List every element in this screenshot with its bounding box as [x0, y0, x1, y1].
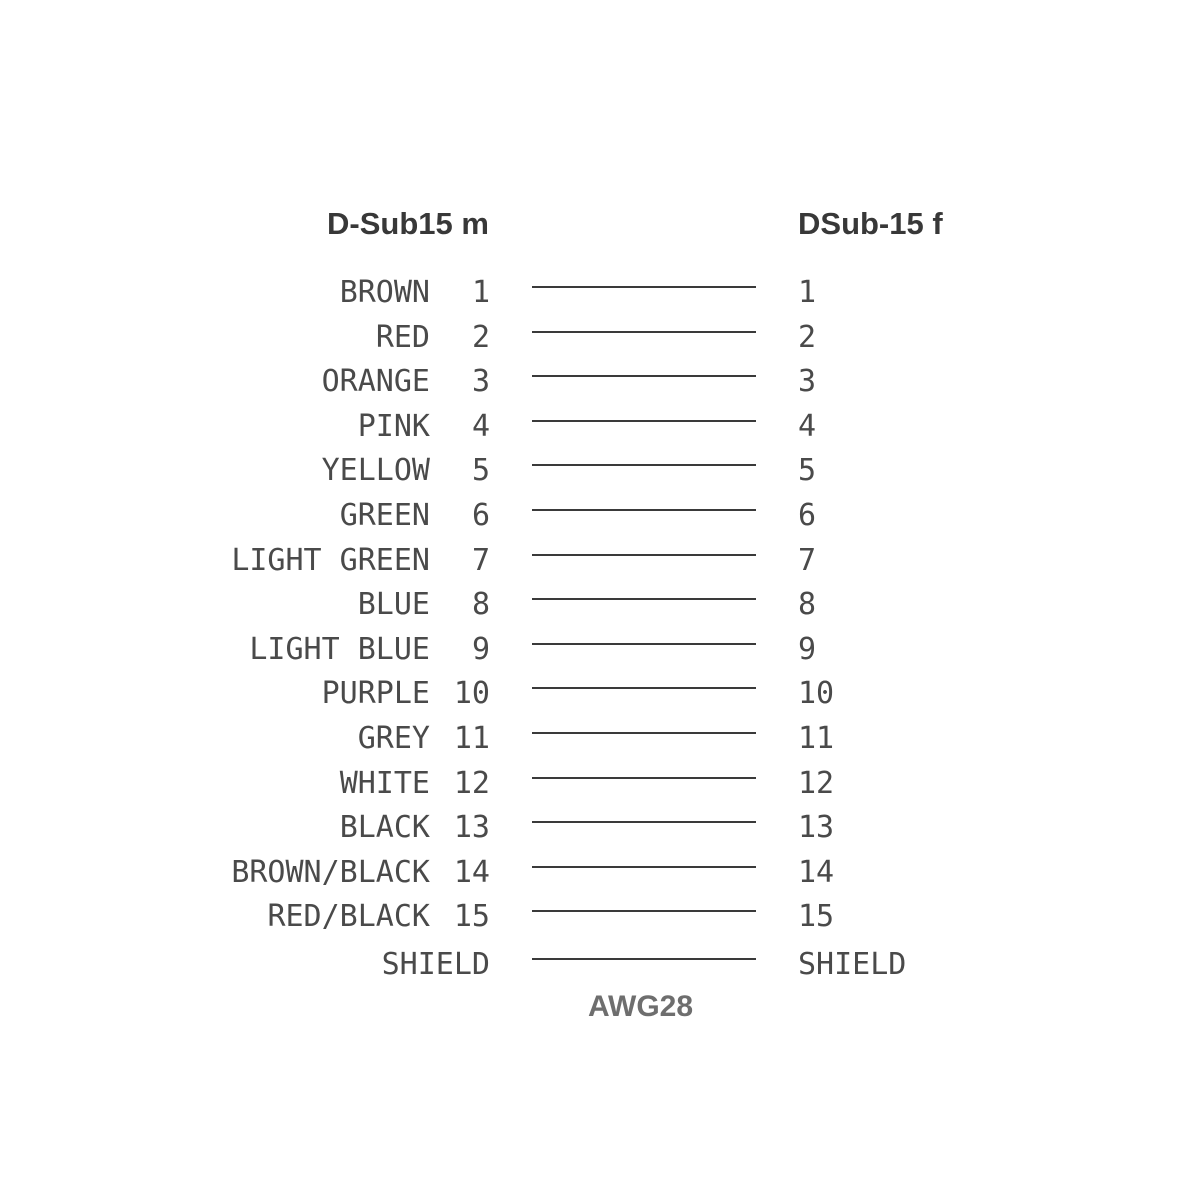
connector-title-right: DSub-15 f — [798, 206, 943, 241]
wire-line — [532, 330, 756, 333]
left-pin-number: 8 — [471, 587, 490, 623]
right-pin-number: 11 — [798, 721, 835, 756]
right-pin-number: 14 — [798, 854, 835, 890]
wire-row: RED 2 2 — [0, 316, 1200, 360]
wire-line — [532, 642, 756, 645]
right-pin-number: 5 — [798, 453, 817, 489]
wire-line — [532, 375, 756, 378]
right-pin-number: 2 — [798, 319, 817, 355]
wire-line — [532, 732, 756, 734]
wire-row: LIGHT GREEN 7 7 — [0, 539, 1200, 583]
right-pin-number: 15 — [798, 899, 835, 935]
wire-row: RED/BLACK 15 15 — [0, 895, 1200, 939]
right-pin-number: 3 — [798, 364, 817, 400]
wire-row: BLACK 13 13 — [0, 806, 1200, 850]
right-pin-number: 9 — [798, 631, 817, 667]
wire-row: YELLOW 5 5 — [0, 449, 1200, 493]
wire-color-label: LIGHT GREEN — [231, 542, 430, 578]
wire-color-label: BLACK — [339, 810, 430, 846]
wire-color-label: BROWN/BLACK — [231, 854, 430, 890]
right-pin-number: 13 — [798, 810, 835, 846]
wire-line — [532, 509, 756, 511]
right-pin-number: 8 — [798, 587, 817, 623]
left-pin-number: 11 — [453, 721, 490, 756]
left-pin-number: 5 — [471, 453, 490, 489]
wire-color-label: WHITE — [339, 765, 430, 801]
right-pin-number: 7 — [798, 542, 817, 578]
left-pin-number: 9 — [471, 631, 490, 667]
wire-color-label: ORANGE — [321, 364, 430, 400]
wire-color-label: RED/BLACK — [267, 899, 430, 935]
wire-gauge-label: AWG28 — [588, 990, 694, 1023]
wire-row: PINK 4 4 — [0, 405, 1200, 449]
left-pin-number: 12 — [453, 765, 490, 801]
wire-line — [532, 419, 756, 422]
shield-label-left: SHIELD — [381, 947, 490, 982]
right-pin-number: 12 — [798, 765, 835, 801]
wire-row: ORANGE 3 3 — [0, 360, 1200, 404]
left-pin-number: 15 — [453, 899, 490, 935]
wire-row: GREY 11 11 — [0, 717, 1200, 761]
left-pin-number: 10 — [453, 676, 490, 712]
wire-line — [532, 553, 756, 556]
wire-color-label: PURPLE — [321, 676, 430, 712]
left-pin-number: 3 — [471, 364, 490, 400]
wire-color-label: BROWN — [339, 275, 430, 310]
wire-row: BROWN/BLACK 14 14 — [0, 851, 1200, 895]
wire-color-label: YELLOW — [321, 453, 430, 489]
wire-line — [532, 821, 756, 824]
left-pin-number: 13 — [453, 810, 490, 846]
left-pin-number: 7 — [471, 542, 490, 578]
left-pin-number: 2 — [471, 319, 490, 355]
shield-row: SHIELD SHIELD — [0, 943, 1200, 987]
wire-color-label: RED — [375, 319, 430, 355]
wire-line — [532, 286, 756, 288]
wire-row: GREEN 6 6 — [0, 494, 1200, 538]
left-pin-number: 1 — [471, 275, 490, 310]
wire-line — [532, 687, 756, 690]
wire-line — [532, 910, 756, 913]
right-pin-number: 6 — [798, 498, 817, 533]
left-pin-number: 6 — [471, 498, 490, 533]
wire-line — [532, 464, 756, 467]
right-pin-number: 10 — [798, 676, 835, 712]
wire-line — [532, 598, 756, 601]
wire-color-label: PINK — [357, 408, 430, 444]
wire-row: BROWN 1 1 — [0, 271, 1200, 315]
shield-label-right: SHIELD — [798, 947, 907, 982]
right-pin-number: 4 — [798, 408, 817, 444]
wire-color-label: BLUE — [357, 587, 430, 623]
wire-row: BLUE 8 8 — [0, 583, 1200, 627]
wire-line — [532, 865, 756, 868]
wire-color-label: LIGHT BLUE — [249, 631, 430, 667]
wire-color-label: GREY — [357, 721, 430, 756]
left-pin-number: 4 — [471, 408, 490, 444]
shield-wire-line — [532, 958, 756, 960]
connector-title-left: D-Sub15 m — [327, 206, 489, 241]
wire-color-label: GREEN — [339, 498, 430, 533]
wire-row: LIGHT BLUE 9 9 — [0, 628, 1200, 672]
wire-row: WHITE 12 12 — [0, 762, 1200, 806]
left-pin-number: 14 — [453, 854, 490, 890]
wire-line — [532, 776, 756, 779]
wire-row: PURPLE 10 10 — [0, 672, 1200, 716]
right-pin-number: 1 — [798, 275, 817, 310]
